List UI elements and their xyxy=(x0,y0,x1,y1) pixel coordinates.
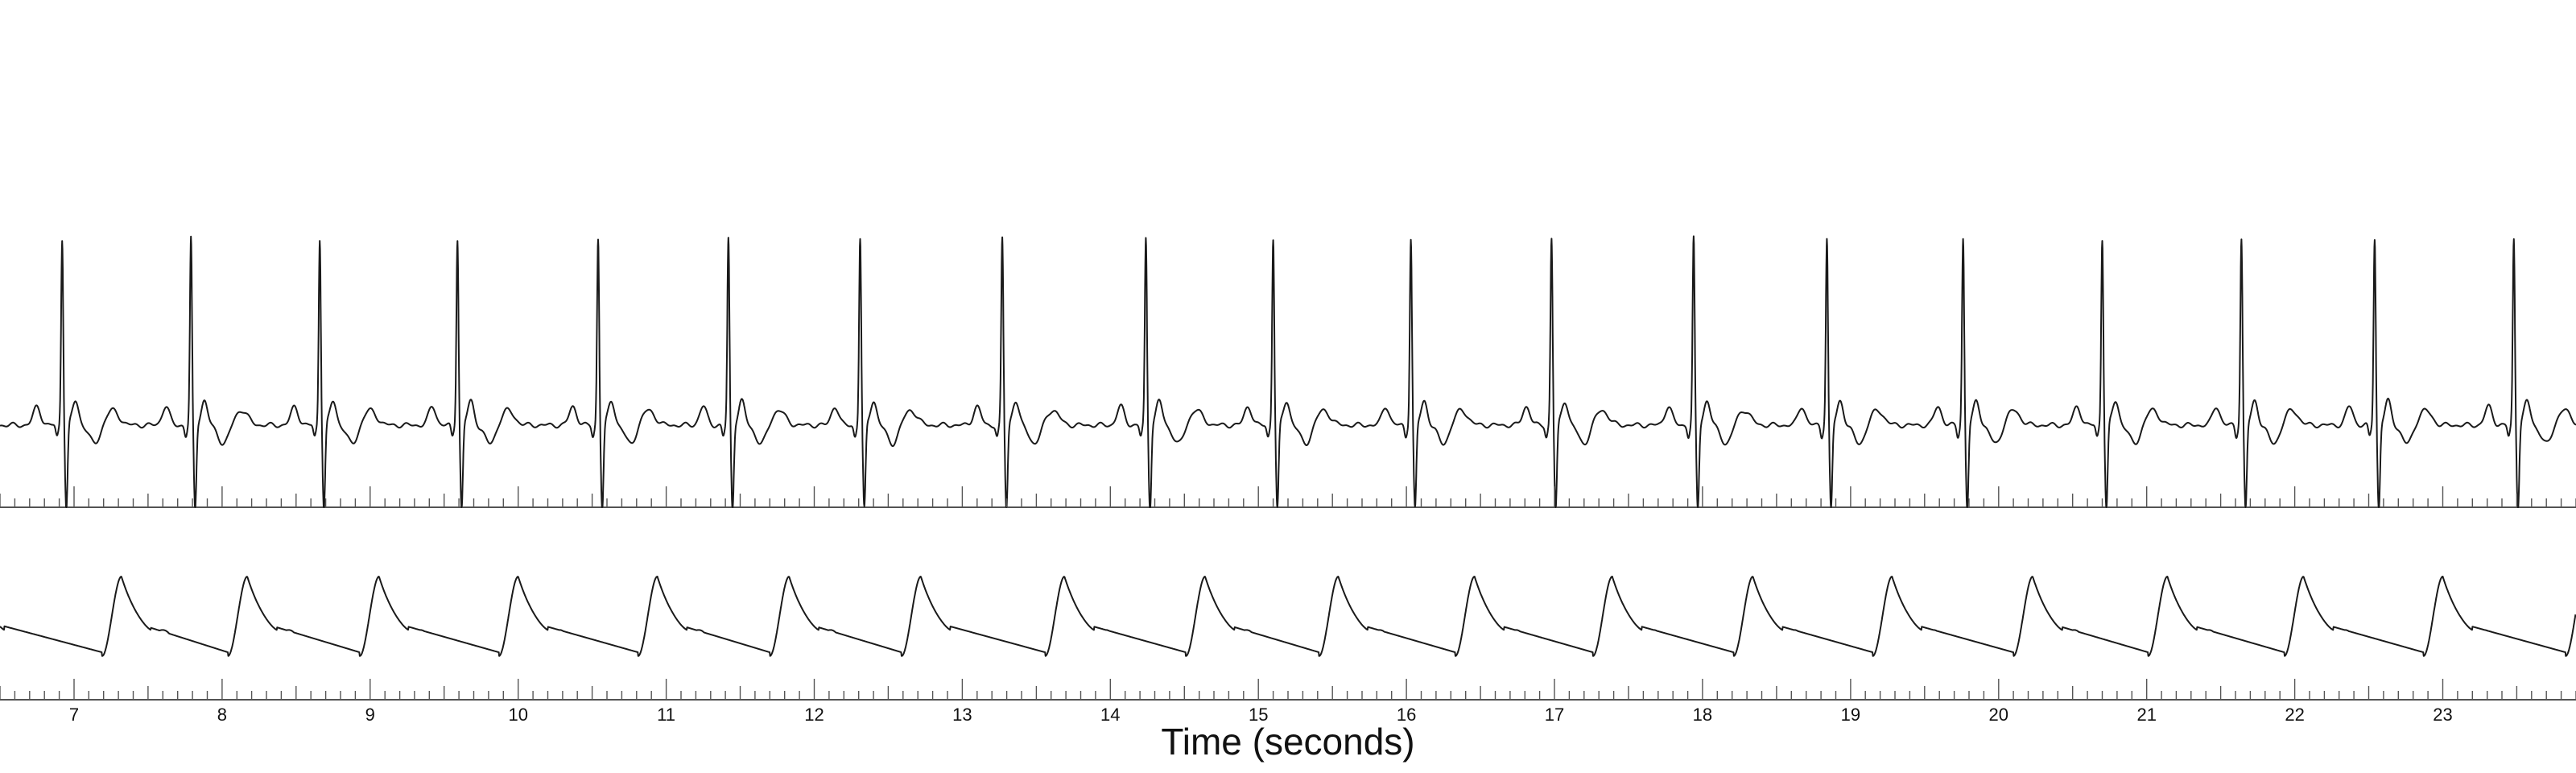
x-tick-label: 14 xyxy=(1100,705,1120,725)
x-tick-label: 15 xyxy=(1249,705,1268,725)
x-tick-label: 12 xyxy=(804,705,824,725)
pulse-tick-marks xyxy=(0,679,2576,700)
ecg-trace xyxy=(0,235,2576,508)
x-tick-label: 11 xyxy=(657,705,675,725)
x-tick-label: 16 xyxy=(1397,705,1416,725)
x-tick-label: 7 xyxy=(69,705,79,725)
x-tick-label: 13 xyxy=(952,705,972,725)
pulse-trace xyxy=(0,576,2576,657)
x-tick-label: 20 xyxy=(1989,705,2008,725)
x-tick-labels: 7 8 9 10 11 12 13 14 15 16 17 18 19 20 21 22 23 xyxy=(69,705,2453,725)
x-tick-label: 17 xyxy=(1545,705,1564,725)
ecg-panel xyxy=(0,235,2576,508)
x-axis-label: Time (seconds) xyxy=(1161,721,1414,763)
ecg-tick-marks xyxy=(0,486,2576,507)
pulse-panel xyxy=(0,576,2576,701)
x-tick-label: 22 xyxy=(2285,705,2304,725)
x-tick-label: 9 xyxy=(365,705,375,725)
x-tick-label: 23 xyxy=(2433,705,2452,725)
x-tick-label: 18 xyxy=(1693,705,1712,725)
x-tick-label: 21 xyxy=(2136,705,2156,725)
x-tick-label: 19 xyxy=(1841,705,1860,725)
x-tick-label: 10 xyxy=(508,705,527,725)
x-tick-label: 8 xyxy=(217,705,227,725)
